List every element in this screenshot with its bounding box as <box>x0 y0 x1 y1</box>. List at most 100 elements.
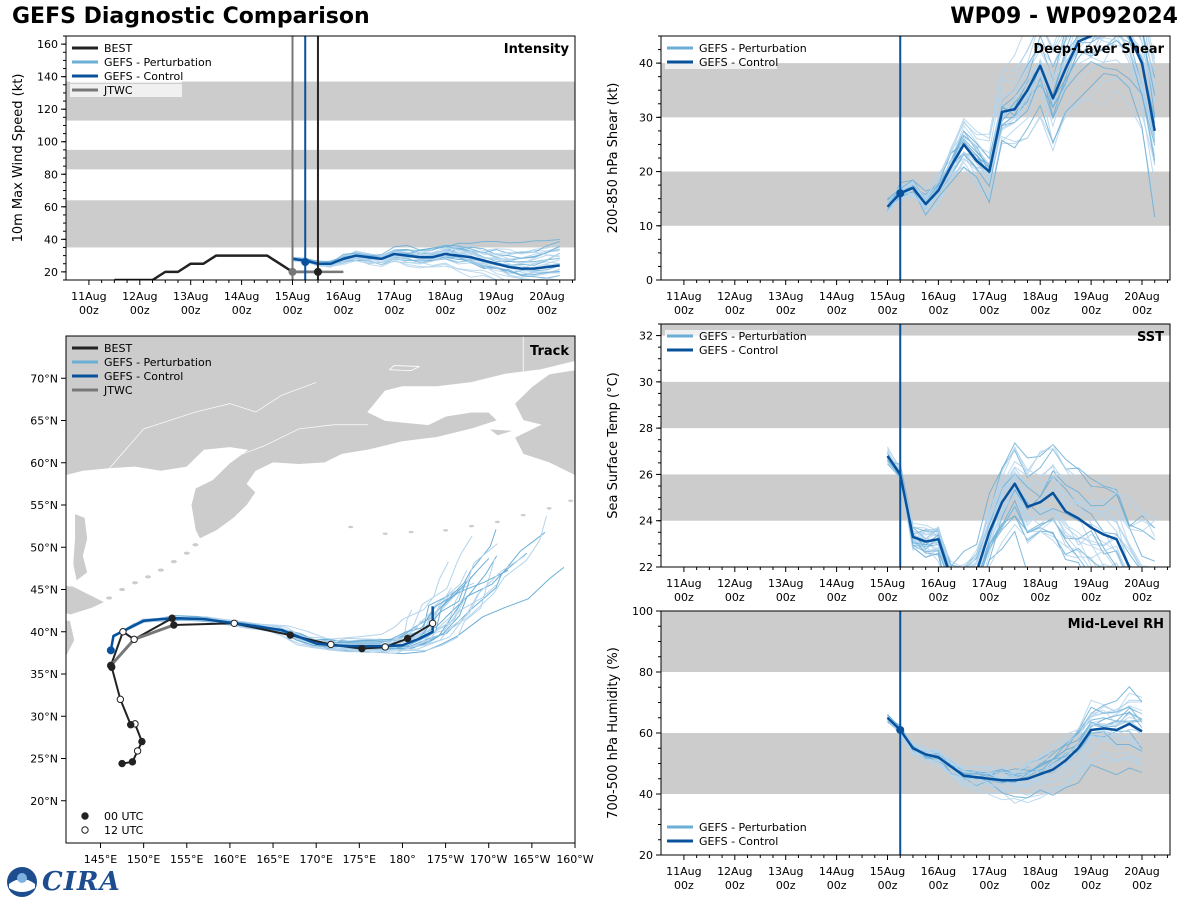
x-tick-label: 12Aug 00z <box>717 577 752 604</box>
series-line-gefs-control <box>886 716 1143 782</box>
y-tick-label: 20 <box>639 849 653 862</box>
x-tick-label: 13Aug 00z <box>173 290 208 317</box>
shaded-band <box>661 381 1170 429</box>
series-line-gefs-control <box>886 455 1132 567</box>
legend-bg <box>70 70 182 83</box>
x-tick-label: 13Aug 00z <box>768 290 803 317</box>
init-marker-control <box>896 725 905 734</box>
best-point-12utc <box>133 747 142 755</box>
x-tick-label: 15Aug 00z <box>870 290 905 317</box>
perturbation-member-line <box>887 719 1143 804</box>
lon-tick-label: 170°W <box>470 853 507 866</box>
land-aleutian-island-icon <box>408 530 414 534</box>
x-tick-label: 20Aug 00z <box>529 290 564 317</box>
land-aleutian-island-icon <box>348 525 354 529</box>
lon-tick-label: 170°E <box>299 853 332 866</box>
y-tick-label: 40 <box>639 788 653 801</box>
y-tick-label: 60 <box>639 727 653 740</box>
perturbation-member-line <box>887 59 1156 206</box>
perturbation-member-line <box>887 455 1106 567</box>
x-tick-label: 14Aug 00z <box>819 290 854 317</box>
land-kuril-island-icon <box>106 596 113 600</box>
x-tick-label: 19Aug 00z <box>1073 865 1108 892</box>
x-tick-label: 20Aug 00z <box>1124 865 1159 892</box>
y-axis-label: Sea Surface Temp (°C) <box>606 372 621 519</box>
utc12-marker-icon <box>81 826 89 834</box>
perturbation-track-line <box>110 543 498 651</box>
map-area <box>66 336 575 768</box>
panel-title: Mid-Level RH <box>1068 617 1164 632</box>
lat-tick-label: 60°N <box>30 457 58 470</box>
best-point-12utc <box>130 635 138 644</box>
best-point-00utc <box>168 614 176 622</box>
legend-label: GEFS - Control <box>104 370 183 383</box>
y-tick-label: 100 <box>37 136 58 149</box>
best-point-00utc <box>128 758 137 766</box>
lon-tick-label: 175°W <box>427 853 464 866</box>
legend-label: GEFS - Perturbation <box>104 56 212 69</box>
main-title: GEFS Diagnostic Comparison <box>12 4 370 29</box>
x-tick-label: 11Aug 00z <box>666 577 701 604</box>
legend-bg <box>665 42 777 55</box>
x-tick-label: 15Aug 00z <box>275 290 310 317</box>
best-point-00utc <box>118 759 126 768</box>
lat-tick-label: 35°N <box>30 668 58 681</box>
storm-id-title: WP09 - WP092024 <box>950 4 1178 29</box>
land-kuril-island-icon <box>170 560 177 564</box>
x-tick-label: 19Aug 00z <box>1073 577 1108 604</box>
y-tick-label: 160 <box>37 38 58 51</box>
lon-tick-label: 165°E <box>256 853 289 866</box>
shaded-band <box>661 63 1170 118</box>
panel-frame <box>660 323 1171 568</box>
x-tick-label: 20Aug 00z <box>1124 290 1159 317</box>
border-line <box>229 424 368 459</box>
x-tick-label: 19Aug 00z <box>478 290 513 317</box>
legend-bg <box>665 330 777 343</box>
land-kuril-island-icon <box>157 568 164 572</box>
y-tick-label: 26 <box>639 468 653 481</box>
land-kuril-island-icon <box>132 581 139 585</box>
shaded-band <box>66 149 575 170</box>
perturbation-member-line <box>887 686 1143 775</box>
panel-title: Intensity <box>504 42 570 57</box>
perturbation-member-line <box>887 716 1143 787</box>
land-sakhalin-icon <box>72 512 89 582</box>
panel-sst: 22 24 26 28 30 32 11Aug 00z 12Aug 00z 13Aug 00z 14Au… <box>606 323 1171 604</box>
legend-label: GEFS - Control <box>699 835 778 848</box>
x-tick-label: 19Aug 00z <box>1073 290 1108 317</box>
legend-label: GEFS - Control <box>104 70 183 83</box>
panel-title: SST <box>1137 330 1164 345</box>
perturbation-member-line <box>887 459 1155 567</box>
lon-tick-label: 175°E <box>343 853 376 866</box>
perturbation-member-line <box>887 461 1140 567</box>
legend-bg <box>665 344 777 357</box>
perturbation-member-line <box>887 36 1156 202</box>
y-tick-label: 20 <box>639 166 653 179</box>
land-siberia-icon <box>66 336 575 540</box>
panel-track: 145°E 150°E 155°E 160°E 165°E 170°E 175°E 180° 1… <box>30 335 594 866</box>
perturbation-member-line <box>292 258 499 280</box>
best-point-00utc <box>127 721 135 729</box>
x-tick-label: 14Aug 00z <box>819 577 854 604</box>
utc-legend-label: 12 UTC <box>104 824 144 837</box>
x-tick-label: 15Aug 00z <box>870 577 905 604</box>
x-tick-label: 16Aug 00z <box>921 577 956 604</box>
utc-legend-label: 00 UTC <box>104 810 144 823</box>
perturbation-track-line <box>110 552 528 650</box>
x-tick-label: 13Aug 00z <box>768 577 803 604</box>
legend-label: GEFS - Perturbation <box>699 330 807 343</box>
x-tick-label: 13Aug 00z <box>768 865 803 892</box>
best-point-12utc <box>428 619 437 627</box>
perturbation-member-line <box>887 443 1156 567</box>
land-aleutian-island-icon <box>494 520 500 524</box>
perturbation-member-line <box>887 461 1125 567</box>
x-tick-label: 12Aug 00z <box>717 865 752 892</box>
best-point-00utc <box>138 737 146 746</box>
perturbation-track-line <box>110 516 547 650</box>
perturbation-member-line <box>887 709 1143 776</box>
y-tick-label: 22 <box>639 561 653 574</box>
x-tick-label: 14Aug 00z <box>224 290 259 317</box>
x-tick-label: 17Aug 00z <box>972 577 1007 604</box>
legend-label: BEST <box>104 342 132 355</box>
plot-area <box>661 324 1170 567</box>
